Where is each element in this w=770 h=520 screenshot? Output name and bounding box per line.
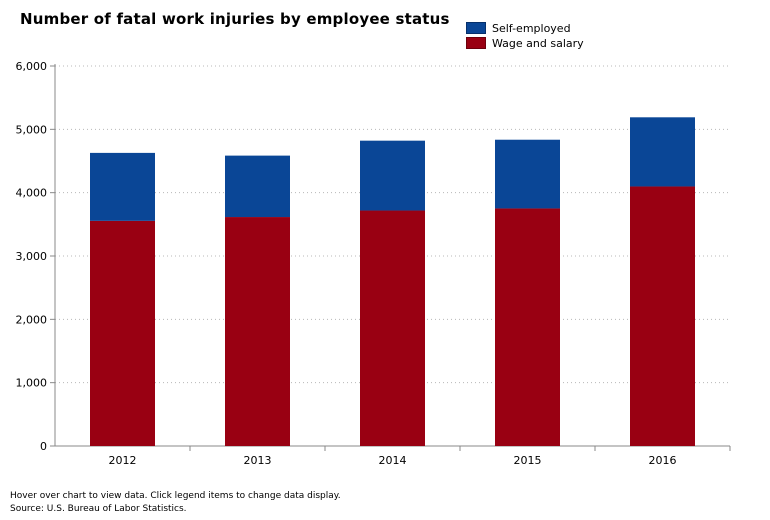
legend-item-self-employed[interactable]: Self-employed	[466, 21, 584, 35]
chart-plot[interactable]: 0 1,000 2,000 3,000 4,000 5,000 6,000 2012 2013 2…	[0, 0, 770, 485]
legend-swatch-self-employed	[466, 22, 486, 34]
y-tick-label: 4,000	[16, 187, 48, 200]
x-tick-label: 2013	[244, 454, 272, 467]
y-tick-label: 1,000	[16, 377, 48, 390]
legend-label-self-employed: Self-employed	[492, 21, 571, 35]
y-tick-label: 6,000	[16, 60, 48, 73]
legend-label-wage-and-salary: Wage and salary	[492, 36, 584, 50]
bar-self-employed-2012[interactable]	[90, 152, 155, 221]
bar-self-employed-2013[interactable]	[225, 155, 290, 218]
footer-note: Hover over chart to view data. Click leg…	[10, 491, 341, 501]
y-tick-label: 3,000	[16, 250, 48, 263]
x-tick-label: 2015	[514, 454, 542, 467]
bar-self-employed-2014[interactable]	[360, 140, 425, 211]
bar-wage-and-salary-2012[interactable]	[90, 220, 155, 446]
legend-item-wage-and-salary[interactable]: Wage and salary	[466, 36, 584, 50]
bar-self-employed-2015[interactable]	[495, 139, 560, 209]
bar-wage-and-salary-2016[interactable]	[630, 186, 695, 446]
x-tick-label: 2014	[379, 454, 407, 467]
x-tick-label: 2012	[109, 454, 137, 467]
x-tick-label: 2016	[649, 454, 677, 467]
bar-self-employed-2016[interactable]	[630, 117, 695, 187]
y-tick-label: 2,000	[16, 313, 48, 326]
legend: Self-employed Wage and salary	[466, 21, 584, 51]
y-tick-label: 5,000	[16, 123, 48, 136]
bar-wage-and-salary-2013[interactable]	[225, 217, 290, 446]
bar-wage-and-salary-2014[interactable]	[360, 210, 425, 446]
bar-wage-and-salary-2015[interactable]	[495, 208, 560, 446]
chart-title: Number of fatal work injuries by employe…	[20, 10, 450, 28]
legend-swatch-wage-and-salary	[466, 37, 486, 49]
y-tick-label: 0	[40, 440, 47, 453]
footer-source: Source: U.S. Bureau of Labor Statistics.	[10, 504, 187, 514]
